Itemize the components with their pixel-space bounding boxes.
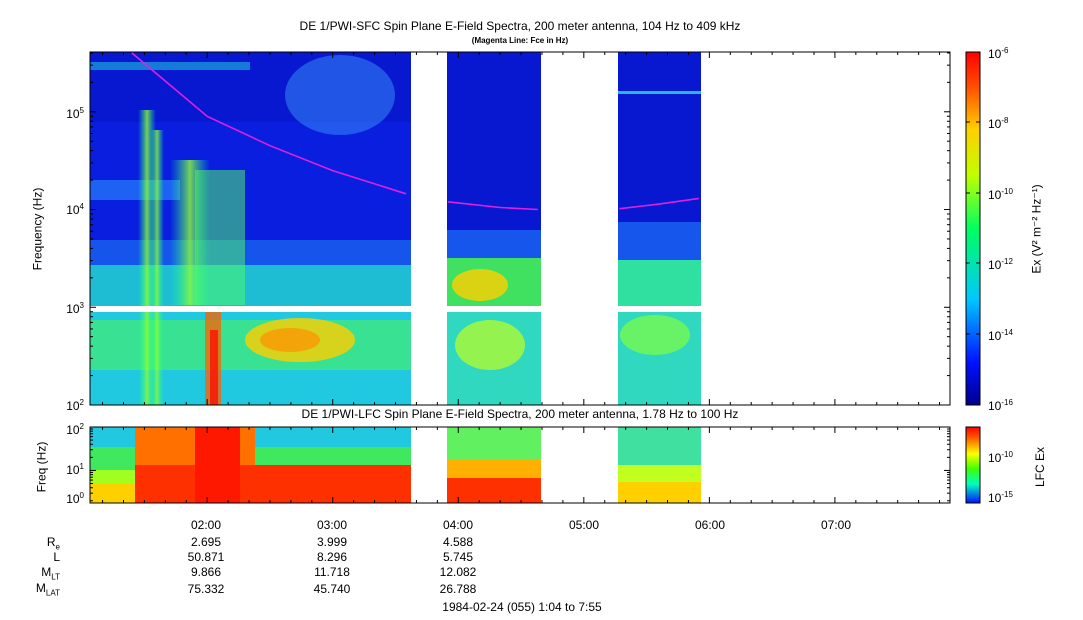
ephem-value: 11.718 (314, 565, 350, 579)
ephem-value: 3.999 (316, 535, 348, 549)
xtick-label: 07:00 (820, 518, 852, 532)
xtick-label: 06:00 (694, 518, 726, 532)
cbar-tick-label: 10-16 (988, 398, 1013, 413)
lfc-colorbar-label: LFC Ex (1033, 446, 1048, 488)
cbar-tick-label: 10-6 (988, 46, 1009, 61)
sfc-ylabel: Frequency (Hz) (30, 187, 45, 271)
sfc-ytick-label: 102 (66, 398, 84, 413)
ephem-value: 2.695 (190, 535, 222, 549)
sfc-colorbar (965, 51, 981, 406)
cbar-tick-label: 10-12 (988, 257, 1013, 272)
lfc-ylabel: Freq (Hz) (34, 441, 49, 493)
cbar-tick-label: 10-10 (988, 187, 1013, 202)
xtick-label: 03:00 (316, 518, 348, 532)
xtick-label: 02:00 (190, 518, 222, 532)
axes (90, 51, 980, 503)
ephem-label-mlat: MLAT (35, 581, 60, 598)
cbar-tick-label: 10-8 (988, 116, 1009, 131)
ephem-value: 45.740 (313, 582, 351, 596)
ephem-value: 50.871 (187, 550, 225, 564)
fce-line-segment (131, 52, 407, 195)
sfc-title: DE 1/PWI-SFC Spin Plane E-Field Spectra,… (299, 19, 741, 33)
sfc-spectrogram (90, 52, 950, 405)
lfc-cbar-tick-label: 10-10 (988, 450, 1013, 465)
sfc-ytick-label: 104 (66, 202, 84, 217)
ephem-value: 12.082 (439, 565, 477, 579)
sfc-colorbar-label: Ex (V² m⁻² Hz⁻¹) (1029, 184, 1044, 274)
lfc-ytick-label: 102 (66, 422, 84, 437)
ephem-label-mlt: MLT (41, 565, 60, 582)
sfc-subtitle: (Magenta Line: Fce in Hz) (471, 36, 569, 45)
sfc-frame (89, 51, 951, 406)
lfc-ytick-label: 101 (66, 462, 84, 477)
xtick-label: 04:00 (442, 518, 474, 532)
fce-line-segment (619, 197, 700, 210)
ephem-value: 26.788 (439, 582, 477, 596)
ephem-value: 5.745 (442, 550, 474, 564)
ephem-value: 8.296 (316, 550, 348, 564)
ephem-value: 75.332 (187, 582, 225, 596)
sfc-ytick-label: 103 (66, 301, 84, 316)
fce-line-segment (447, 201, 538, 211)
ephem-value: 4.588 (442, 535, 474, 549)
xtick-label: 05:00 (568, 518, 600, 532)
fce-magenta-lines (131, 52, 700, 211)
lfc-title: DE 1/PWI-LFC Spin Plane E-Field Spectra,… (301, 407, 739, 421)
ephem-label-re: Re (46, 535, 60, 552)
sfc-ytick-label: 105 (66, 106, 84, 121)
lfc-spectrogram (90, 427, 950, 503)
ephem-value: 9.866 (190, 565, 222, 579)
lfc-cbar-tick-label: 10-15 (988, 490, 1013, 505)
lfc-frame (89, 426, 951, 504)
cbar-tick-label: 10-14 (988, 328, 1013, 343)
lfc-ytick-label: 100 (66, 491, 84, 506)
footer-date-range: 1984-02-24 (055) 1:04 to 7:55 (442, 600, 602, 614)
lfc-colorbar (965, 426, 981, 504)
ephem-label-l: L (53, 550, 60, 564)
